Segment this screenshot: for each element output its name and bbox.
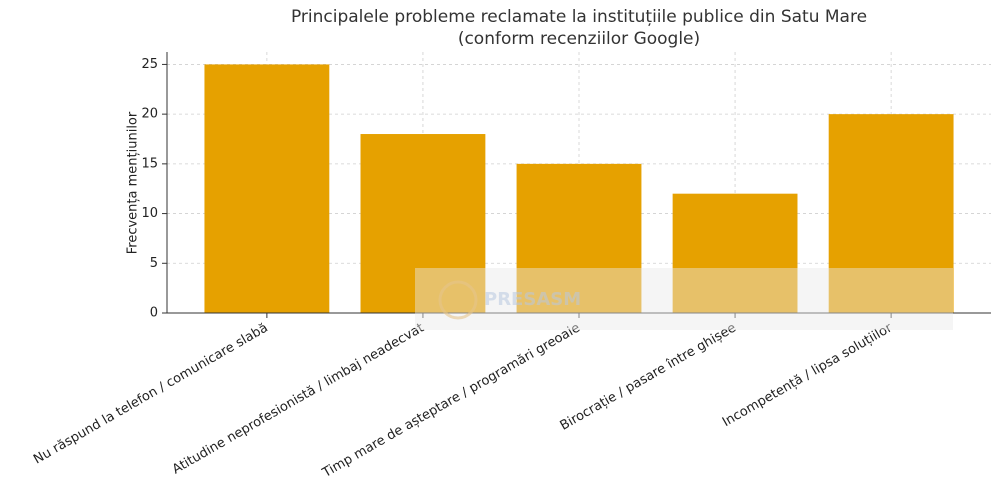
chart-title: Principalele probleme reclamate la insti… <box>291 7 867 27</box>
y-tick-label: 15 <box>141 156 158 171</box>
bar <box>516 163 642 313</box>
bar <box>672 193 798 313</box>
watermark-band <box>415 268 953 330</box>
y-axis-label: Frecvența mențiunilor <box>126 111 141 254</box>
chart-subtitle: (conform recenziilor Google) <box>458 29 700 49</box>
watermark: PRESASM <box>484 289 581 310</box>
y-tick-label: 0 <box>150 306 158 321</box>
y-tick-label: 5 <box>150 256 158 271</box>
x-tick-label: Incompetență / lipsa soluțiilor <box>720 320 895 430</box>
y-tick-label: 25 <box>141 57 158 72</box>
bar <box>204 64 330 313</box>
x-tick-label: Birocrație / pasare între ghișee <box>558 321 739 434</box>
x-tick-label: Timp mare de așteptare / programări greo… <box>319 321 583 482</box>
watermark-logo <box>438 280 478 320</box>
x-tick-label: Atitudine neprofesionistă / limbaj neade… <box>170 321 427 478</box>
bar <box>828 114 954 314</box>
y-tick-label: 20 <box>141 107 158 122</box>
y-tick-label: 10 <box>141 206 158 221</box>
x-tick-label: Nu răspund la telefon / comunicare slabă <box>31 321 270 468</box>
